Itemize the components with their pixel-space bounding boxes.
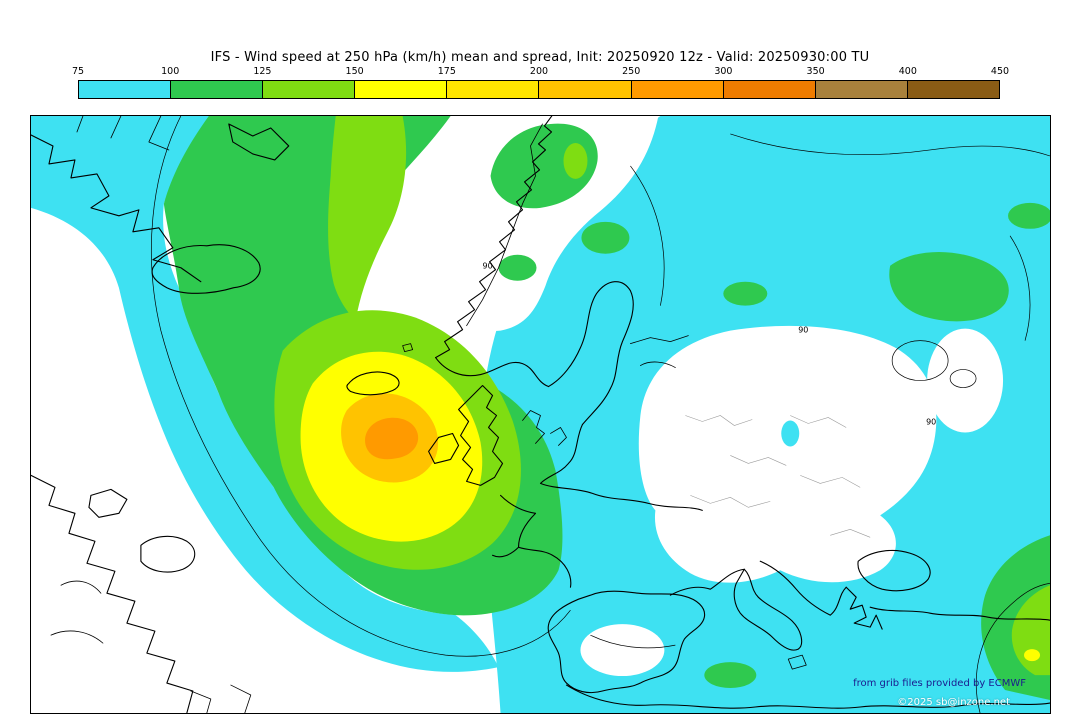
coastline-britain: [458, 384, 504, 486]
isotach-contour: [590, 634, 676, 649]
isotach-contour: [151, 116, 571, 657]
coastlines: [31, 116, 1050, 713]
wind-patch-south: [704, 662, 757, 689]
isotach-contour: [730, 133, 1050, 157]
coastline-black-sea: [857, 549, 931, 592]
map-title: IFS - Wind speed at 250 hPa (km/h) mean …: [210, 50, 870, 65]
coastline-gulf-finland: [630, 335, 689, 368]
wind-patch-norway-3: [498, 254, 537, 281]
coastline-norway-ridge: [466, 123, 543, 327]
legend-cell: [79, 81, 171, 98]
legend-cell: [170, 81, 263, 98]
legend-tick-label: 75: [71, 66, 85, 77]
legend-tick-label: 300: [714, 66, 733, 77]
legend-tick-label: 250: [622, 66, 641, 77]
wind-patch-southeast-yellow: [1024, 649, 1041, 662]
coastline-greenland-fjords: [76, 116, 170, 151]
isotach-ring: [891, 340, 949, 381]
isotach-contour: [975, 582, 1050, 713]
wind-patch-north-east: [723, 281, 768, 306]
coastline-turkey: [869, 606, 1050, 621]
wind-patch-norway-2: [581, 221, 630, 254]
wind-patch-baltic-cyan: [781, 420, 800, 447]
coastline-iberia: [547, 590, 706, 694]
legend-tick-label: 350: [806, 66, 825, 77]
legend-cell: [814, 81, 907, 98]
legend-tick-label: 450: [990, 66, 1010, 77]
legend-cell: [722, 81, 815, 98]
calm-region-east: [927, 328, 1004, 433]
coastline-south-france: [669, 568, 745, 596]
coastline-greece: [845, 586, 883, 630]
legend-tick-label: 400: [898, 66, 917, 77]
weather-map-svg: 90 90 90: [31, 116, 1050, 713]
coastline-bays: [50, 580, 252, 713]
map-frame: 90 90 90 from grib files provided by ECM…: [30, 115, 1051, 714]
coastline-north-africa: [565, 684, 1050, 709]
coastline-greenland: [31, 134, 202, 283]
calm-region-top-center: [430, 116, 659, 331]
isotach-contour: [1009, 235, 1031, 341]
legend-cell: [538, 81, 631, 98]
legend-cell: [906, 81, 999, 98]
contour-label: 90: [483, 262, 493, 271]
wind-patch-far-east: [889, 251, 1009, 322]
legend-cell: [446, 81, 539, 98]
copyright-text: ©2025 sb@inzone.net: [897, 697, 1010, 708]
wind-region-cyan-west-band: [31, 116, 499, 672]
legend-tick-labels: 75 100 125 150 175 200 250 300 350 400 450: [72, 66, 1009, 80]
coastline-labrador: [31, 474, 194, 713]
coastline-sweden-gulf: [547, 281, 634, 426]
coastline-norway: [435, 116, 553, 359]
coastline-sicily: [787, 654, 807, 670]
legend-cell: [630, 81, 723, 98]
coastline-denmark: [522, 410, 567, 446]
coastline-island-west: [88, 488, 128, 518]
wind-region-orange-core: [365, 417, 419, 460]
data-source-credit: from grib files provided by ECMWF: [853, 678, 1026, 689]
calm-region-iberia: [580, 624, 665, 677]
coastline-ireland: [428, 432, 460, 464]
wind-patch-norway-chartreuse: [563, 142, 588, 179]
coastline-norway-south: [435, 357, 550, 388]
coastline-adriatic: [759, 560, 847, 616]
contour-label: 90: [926, 417, 936, 426]
coastline-island-north: [151, 244, 261, 294]
coastline-arctic-island: [228, 123, 290, 161]
coastline-baltic: [539, 423, 703, 511]
legend-tick-label: 175: [437, 66, 456, 77]
wind-patch-southeast-chartreuse: [1011, 585, 1050, 676]
coastline-france: [491, 494, 572, 588]
isotach-ring: [949, 369, 977, 388]
calm-region-central-europe: [638, 325, 937, 583]
legend-color-bar: [78, 80, 1000, 99]
coastline-newfoundland: [140, 535, 196, 573]
legend-tick-label: 150: [345, 66, 364, 77]
coastline-italy: [733, 568, 803, 651]
legend-tick-label: 125: [253, 66, 272, 77]
coastline-iceland: [346, 371, 400, 396]
isotach-contour: [630, 165, 665, 306]
legend-tick-label: 100: [161, 66, 180, 77]
wind-speed-legend: 75 100 125 150 175 200 250 300 350 400 450: [72, 66, 1009, 99]
coastline-faroe: [402, 343, 414, 353]
wind-region-chartreuse-top: [328, 116, 407, 321]
legend-cell: [262, 81, 355, 98]
legend-tick-label: 200: [529, 66, 549, 77]
contour-label: 90: [798, 326, 808, 335]
legend-cell: [354, 81, 447, 98]
country-borders: [685, 415, 871, 538]
wind-patch-east-edge: [1008, 202, 1050, 229]
